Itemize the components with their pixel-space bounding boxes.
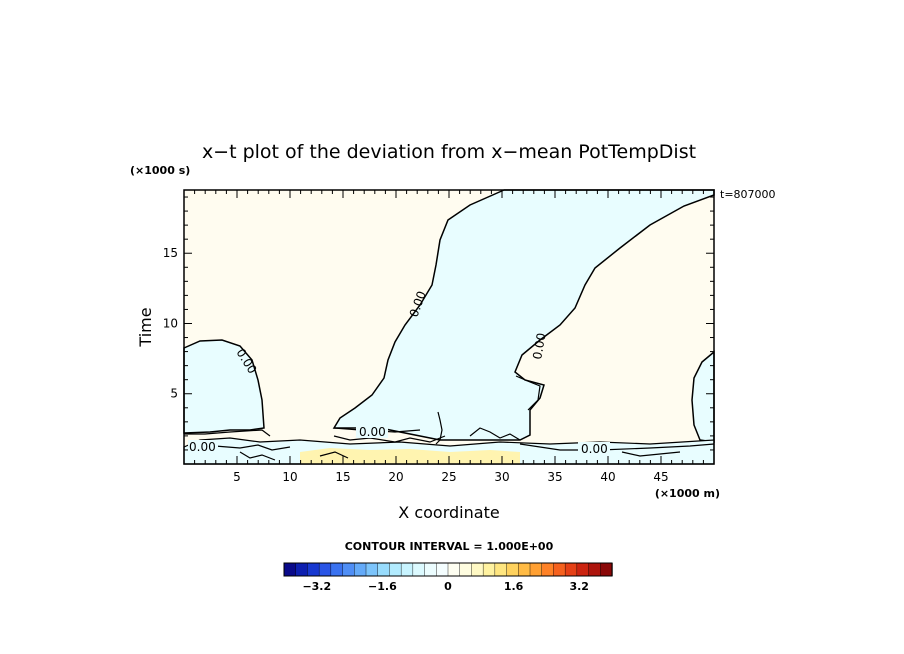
- x-axis-label: X coordinate: [398, 503, 499, 522]
- colorbar-swatch: [529, 562, 543, 577]
- x-tick-label: 45: [653, 470, 668, 484]
- contour-label: 0.00: [359, 425, 386, 439]
- contour-line: [435, 411, 443, 445]
- contour-line: [333, 435, 446, 443]
- contour-line: [239, 451, 276, 461]
- colorbar-tick-label: −3.2: [302, 580, 331, 593]
- contour-line: [519, 443, 715, 451]
- contour-line: [621, 451, 681, 457]
- colorbar-swatch: [436, 562, 449, 577]
- x-tick-label: 5: [233, 470, 241, 484]
- axis-ticks: 5 10 15 20 25 30 35 40 45 5 10 15: [163, 190, 715, 484]
- colorbar-swatch: [342, 562, 355, 577]
- colorbar-swatch: [482, 562, 496, 577]
- cyan-region-central: [332, 189, 715, 441]
- colorbar-swatch: [412, 562, 426, 577]
- y-tick-label: 5: [170, 387, 178, 401]
- colorbar-swatch: [400, 562, 414, 577]
- x-tick-label: 35: [547, 470, 562, 484]
- colorbar-swatch: [564, 562, 578, 577]
- colorbar-swatch: [330, 562, 344, 577]
- contour-line: [319, 451, 349, 459]
- colorbar-tick-label: −1.6: [368, 580, 397, 593]
- y-tick-label: 15: [163, 246, 178, 260]
- contour-line: [515, 375, 541, 411]
- label-bg: [188, 440, 218, 454]
- contour-label: 0.00: [189, 440, 216, 454]
- colorbar-tick-label: 1.6: [504, 580, 524, 593]
- colorbar-swatch: [283, 562, 297, 577]
- contour-label: 0.00: [530, 332, 548, 361]
- colorbar-tick-label: 0: [444, 580, 452, 593]
- y-unit-label: (×1000 s): [130, 164, 190, 177]
- contour-label: 0.00: [581, 442, 608, 456]
- colorbar-swatch: [471, 562, 484, 577]
- y-axis-label: Time: [136, 307, 155, 347]
- x-tick-label: 30: [494, 470, 509, 484]
- label-bg: [578, 442, 610, 456]
- colorbar-tick-label: 3.2: [569, 580, 589, 593]
- colorbar-swatch: [447, 562, 461, 577]
- time-label: t=807000: [720, 188, 776, 201]
- x-tick-label: 40: [600, 470, 615, 484]
- colorbar-swatch: [389, 562, 402, 577]
- label-bg: [356, 424, 388, 438]
- cyan-region-left: [183, 339, 265, 434]
- colorbar-swatch: [365, 562, 379, 577]
- colorbar-swatch: [506, 562, 519, 577]
- contour-line: [469, 427, 521, 441]
- colorbar: −3.2 −1.6 0 1.6 3.2: [283, 562, 613, 593]
- colorbar-swatch: [541, 562, 555, 577]
- contour-line: [184, 429, 271, 437]
- x-tick-label: 25: [441, 470, 456, 484]
- colorbar-swatch: [553, 562, 566, 577]
- colorbar-swatch: [576, 562, 590, 577]
- colorbar-swatch: [600, 562, 613, 577]
- x-tick-label: 20: [388, 470, 403, 484]
- x-tick-label: 15: [335, 470, 350, 484]
- y-tick-label: 10: [163, 316, 178, 330]
- contour-interval-text: CONTOUR INTERVAL = 1.000E+00: [345, 540, 554, 553]
- colorbar-swatch: [307, 562, 320, 577]
- colorbar-swatch: [377, 562, 391, 577]
- plot-area: 0.00 0.00 0.00 0.00 0.00 0.00: [183, 189, 715, 465]
- x-unit-label: (×1000 m): [655, 487, 720, 500]
- colorbar-swatch: [459, 562, 473, 577]
- colorbar-swatch: [494, 562, 508, 577]
- colorbar-swatch: [295, 562, 309, 577]
- chart-title: x−t plot of the deviation from x−mean Po…: [202, 141, 696, 163]
- yellow-band-bottom: [300, 448, 520, 464]
- colorbar-frame: [283, 562, 613, 577]
- x-tick-label: 10: [282, 470, 297, 484]
- colorbar-swatch: [518, 562, 531, 577]
- colorbar-swatch: [588, 562, 601, 577]
- colorbar-swatch: [318, 562, 332, 577]
- colorbar-swatch: [354, 562, 367, 577]
- colorbar-swatch: [424, 562, 437, 577]
